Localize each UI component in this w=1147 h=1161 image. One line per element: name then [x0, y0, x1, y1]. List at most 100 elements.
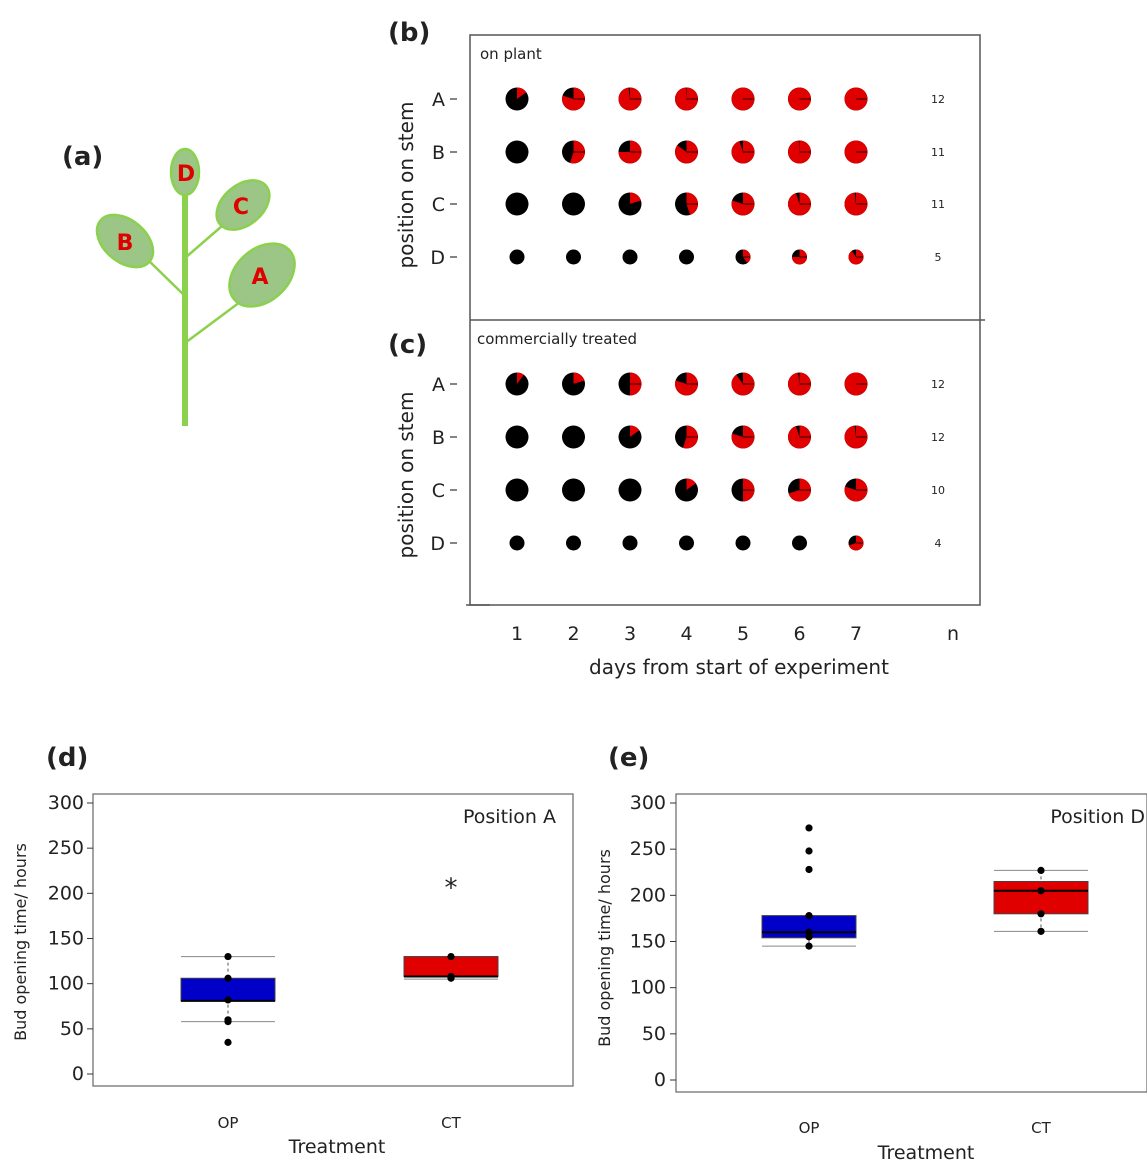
y-tick-label: 0	[654, 1069, 666, 1091]
n-value: 4	[935, 537, 942, 550]
pie-open	[787, 140, 811, 164]
pie-mark	[562, 140, 585, 164]
panel-e-boxes	[761, 824, 1089, 950]
day-tick-label: 1	[511, 623, 523, 645]
pie-mark	[562, 192, 585, 216]
pie-open	[686, 478, 696, 490]
y-tick-label: 50	[60, 1018, 84, 1040]
n-column-label: n	[947, 623, 959, 645]
panel-e-frame	[675, 793, 1147, 1093]
leaf-b	[95, 213, 155, 269]
data-point	[805, 824, 813, 832]
pie-mark	[618, 192, 642, 216]
pie-mark	[618, 372, 642, 396]
pie-mark	[844, 372, 868, 396]
pie-mark	[618, 140, 642, 164]
pie-mark	[566, 249, 581, 265]
pie-mark	[618, 87, 642, 111]
pie-open	[630, 425, 640, 437]
pie-mark	[509, 249, 525, 265]
panel-label-a: (a)	[62, 142, 103, 172]
n-value: 10	[931, 484, 945, 497]
pie-mark	[844, 192, 868, 216]
pie-mark	[674, 87, 698, 111]
pie-mark	[792, 535, 807, 551]
category-label-op: OP	[799, 1119, 820, 1137]
pie-mark	[505, 87, 529, 111]
y-tick-label: 200	[48, 882, 84, 904]
pie-mark	[731, 478, 755, 502]
n-value: 5	[935, 251, 942, 264]
data-point	[1037, 866, 1045, 875]
panel-b-ylabel: position on stem	[394, 102, 418, 269]
pie-mark	[562, 87, 585, 111]
panel-c-title: commercially treated	[477, 330, 637, 348]
category-label-ct: CT	[441, 1114, 461, 1132]
boxplot-position-a: (d) Position A Bud opening time/ hours T…	[11, 743, 574, 1158]
pie-mark	[731, 425, 755, 449]
panel-d-boxes	[180, 952, 499, 1046]
pie-mark	[731, 192, 755, 216]
plant-branch-c	[184, 225, 223, 259]
panel-c-ylabel: position on stem	[394, 392, 418, 559]
panel-label-c: (c)	[388, 330, 427, 360]
data-point	[224, 952, 232, 961]
panel-d-xlabel: Treatment	[288, 1136, 386, 1158]
pie-mark	[622, 535, 638, 551]
n-value: 12	[931, 431, 945, 444]
y-tick-label: 200	[630, 884, 666, 906]
data-point	[224, 1038, 232, 1046]
boxplot-position-d: (e) Position D Bud opening time/ hours T…	[595, 743, 1147, 1161]
pie-mark	[844, 140, 868, 164]
pie-mark	[679, 249, 694, 265]
row-label-a: A	[432, 89, 445, 111]
pie-mark	[675, 425, 699, 449]
pie-mark	[505, 425, 529, 449]
leaf-label-c: C	[233, 195, 249, 220]
day-tick-label: 3	[624, 623, 636, 645]
plant-diagram: (a) A B C D	[62, 142, 296, 426]
pie-panels-frame: (b) (c)	[388, 18, 985, 606]
day-tick-label: 5	[737, 623, 749, 645]
box-ct	[993, 866, 1089, 935]
row-label-a: A	[432, 374, 445, 396]
significance-annotation: *	[445, 873, 458, 903]
pie-open	[517, 87, 527, 99]
pie-mark	[788, 87, 811, 111]
data-point	[1037, 927, 1045, 935]
data-point	[447, 972, 455, 981]
data-point	[224, 996, 232, 1004]
panel-b-pies	[505, 87, 868, 265]
row-label-b: B	[432, 427, 445, 449]
panel-e-title: Position D	[1050, 806, 1145, 828]
plant-branch-b	[146, 258, 186, 297]
pie-mark	[622, 249, 638, 265]
pie-mark	[505, 140, 529, 164]
data-point	[805, 865, 813, 874]
data-point	[224, 974, 232, 982]
panel-label-d: (d)	[46, 743, 88, 773]
leaf-d	[169, 147, 201, 197]
n-value: 12	[931, 378, 945, 391]
pie-open	[731, 140, 755, 164]
panel-d-ylabel: Bud opening time/ hours	[11, 843, 30, 1041]
leaf-a	[228, 242, 296, 308]
pie-mark	[844, 87, 868, 111]
pie-mark	[562, 478, 585, 502]
y-tick-label: 150	[630, 931, 666, 953]
pie-mark	[788, 372, 811, 396]
pie-mark	[675, 372, 699, 396]
pie-open	[517, 372, 524, 384]
y-tick-label: 0	[72, 1063, 84, 1085]
pie-mark	[844, 425, 868, 449]
pie-open	[573, 372, 585, 384]
data-point	[805, 912, 813, 920]
day-tick-label: 2	[567, 623, 579, 645]
pie-mark	[675, 192, 699, 216]
leaf-label-b: B	[117, 231, 134, 256]
pie-mark	[848, 249, 864, 265]
row-label-d: D	[430, 533, 445, 555]
pie-grid-on-plant: on plant position on stem A 12 B 11 C 11 D 5	[394, 45, 945, 269]
data-point	[805, 847, 813, 855]
